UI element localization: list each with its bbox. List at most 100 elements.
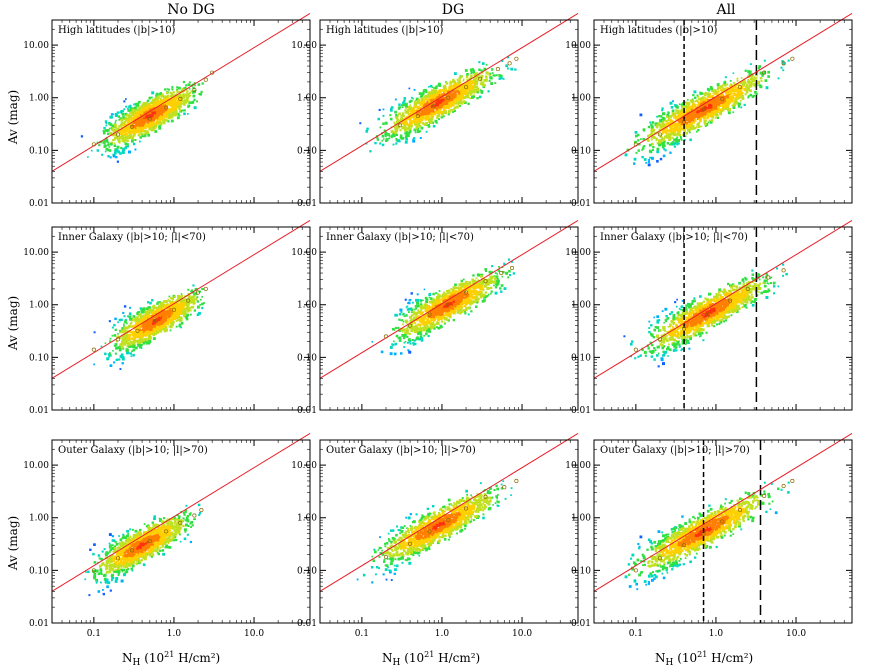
density-pixel	[689, 126, 692, 130]
density-pixel	[642, 137, 645, 141]
density-pixel	[697, 116, 700, 119]
density-pixel	[103, 144, 107, 148]
density-pixel	[430, 99, 433, 101]
density-pixel	[404, 135, 408, 139]
density-pixel	[369, 150, 372, 153]
density-pixel	[125, 326, 129, 330]
density-pixel	[470, 94, 472, 96]
density-pixel	[729, 97, 733, 101]
density-pixel	[708, 119, 711, 122]
density-pixel	[173, 101, 177, 105]
density-pixel	[464, 89, 466, 91]
density-pixel	[656, 142, 660, 145]
density-pixel	[187, 296, 191, 300]
density-pixel	[199, 92, 203, 96]
density-pixel	[418, 125, 421, 128]
density-pixel	[154, 104, 158, 107]
density-pixel	[431, 108, 435, 112]
density-pixel	[153, 126, 157, 130]
density-pixel	[193, 98, 196, 101]
density-pixel	[133, 342, 136, 345]
density-pixel	[172, 91, 175, 94]
density-pixel	[704, 96, 706, 99]
density-pixel	[459, 81, 462, 84]
density-pixel	[188, 88, 191, 90]
density-pixel	[151, 125, 155, 129]
density-pixel	[178, 114, 181, 117]
density-pixel	[114, 121, 117, 124]
density-pixel	[485, 77, 488, 80]
density-pixel	[170, 94, 174, 98]
density-pixel	[159, 117, 163, 120]
density-pixel	[666, 115, 669, 118]
density-pixel	[129, 122, 133, 126]
density-pixel	[194, 84, 196, 87]
density-pixel	[706, 111, 709, 114]
density-pixel	[669, 128, 672, 132]
density-pixel	[673, 124, 675, 127]
density-pixel	[666, 129, 669, 132]
density-pixel	[750, 63, 752, 66]
density-pixel	[757, 80, 760, 84]
density-pixel	[412, 120, 415, 123]
density-pixel	[716, 88, 720, 91]
density-pixel	[194, 287, 198, 291]
density-pixel	[104, 150, 107, 153]
density-pixel	[125, 133, 128, 136]
density-pixel	[707, 114, 710, 117]
density-pixel	[732, 96, 735, 100]
density-pixel	[729, 96, 732, 99]
density-pixel	[103, 126, 106, 130]
density-pixel	[436, 116, 439, 119]
density-pixel	[455, 105, 459, 109]
density-pixel	[397, 139, 401, 143]
density-pixel	[678, 128, 681, 131]
density-pixel	[120, 118, 124, 122]
density-pixel	[136, 125, 139, 128]
density-pixel	[447, 90, 450, 94]
density-pixel	[685, 123, 689, 127]
density-pixel	[124, 137, 127, 140]
density-pixel	[124, 135, 127, 138]
density-pixel	[438, 82, 441, 86]
density-pixel	[649, 121, 652, 124]
density-pixel	[170, 92, 173, 95]
density-pixel	[129, 116, 133, 120]
density-pixel	[453, 106, 456, 109]
density-pixel	[178, 86, 181, 90]
density-pixel	[483, 84, 486, 87]
density-pixel	[637, 133, 640, 137]
density-pixel	[450, 97, 453, 100]
density-pixel	[112, 139, 115, 142]
density-pixel	[201, 82, 204, 85]
density-pixel	[739, 100, 742, 102]
density-pixel	[107, 155, 110, 158]
density-pixel	[474, 82, 478, 85]
density-pixel	[146, 114, 150, 118]
density-pixel	[411, 110, 415, 114]
density-pixel	[440, 116, 443, 119]
density-pixel	[688, 108, 692, 112]
density-pixel	[748, 88, 750, 91]
density-pixel	[122, 116, 125, 119]
density-pixel	[448, 110, 451, 114]
y-tick-label: 10.00	[291, 41, 317, 51]
density-pixel	[452, 95, 455, 98]
density-pixel	[429, 94, 432, 98]
density-pixel	[403, 124, 407, 128]
density-pixel	[483, 79, 487, 82]
density-pixel	[419, 137, 422, 139]
binned-point	[633, 142, 638, 147]
density-pixel	[693, 117, 696, 120]
density-pixel	[114, 352, 117, 355]
density-pixel	[174, 100, 176, 102]
density-pixel	[699, 103, 703, 107]
density-pixel	[675, 125, 678, 128]
density-pixel	[378, 108, 381, 111]
density-pixel	[152, 310, 155, 313]
density-pixel	[162, 121, 166, 125]
density-pixel	[732, 106, 736, 109]
density-pixel	[133, 115, 136, 118]
density-pixel	[186, 303, 190, 307]
density-pixel	[140, 108, 144, 111]
